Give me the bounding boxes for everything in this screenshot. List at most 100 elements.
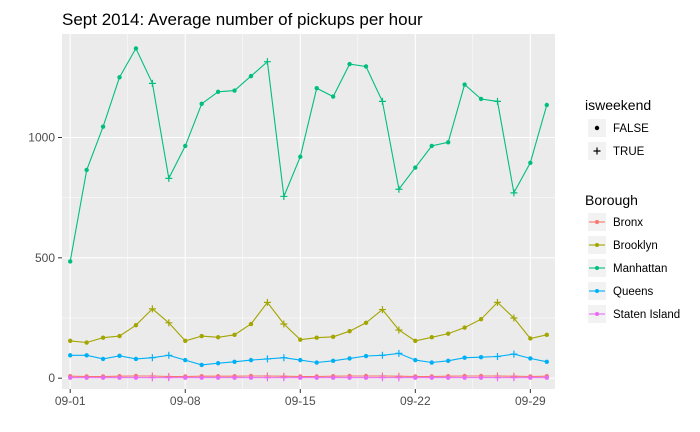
data-point (133, 323, 139, 328)
data-point (263, 58, 271, 66)
data-point (165, 351, 173, 359)
legend: isweekend FALSE TRUE Borough Bronx Brookly… (585, 97, 680, 323)
data-point (413, 375, 418, 380)
data-point (493, 97, 501, 105)
data-point (148, 374, 156, 382)
data-point (314, 360, 319, 365)
data-point (478, 355, 484, 360)
data-point (528, 356, 533, 361)
data-point (100, 335, 106, 340)
data-point (117, 375, 122, 380)
data-point (100, 375, 106, 380)
data-point (215, 335, 221, 340)
y-axis: 0 500 1000 (28, 130, 62, 385)
data-point (395, 185, 403, 193)
data-point (395, 326, 403, 334)
data-point (248, 321, 254, 327)
legend-shape-title: isweekend (585, 97, 651, 113)
x-axis: 09-01 09-08 09-15 09-22 09-29 (55, 389, 546, 408)
data-point (84, 375, 89, 380)
data-point (528, 160, 533, 165)
data-point (314, 85, 319, 91)
data-point (445, 331, 451, 336)
data-point (263, 374, 271, 382)
data-point (378, 306, 386, 314)
data-point (133, 356, 139, 362)
data-point (544, 375, 549, 380)
data-point (363, 320, 369, 326)
data-point (413, 357, 418, 363)
data-point (232, 375, 237, 380)
x-tick-label: 09-01 (55, 394, 86, 408)
data-point (84, 167, 89, 173)
data-point (280, 354, 288, 362)
data-point (478, 375, 484, 380)
plot-panel (62, 34, 555, 389)
data-point (117, 353, 122, 358)
legend-series-label: Queens (613, 286, 654, 298)
data-point (183, 357, 188, 363)
data-point (493, 298, 501, 306)
data-point (429, 375, 434, 380)
data-point (445, 375, 451, 380)
data-point (544, 332, 549, 338)
data-point (232, 359, 237, 365)
legend-dot-icon (595, 289, 599, 293)
data-point (298, 375, 303, 380)
data-point (347, 375, 352, 380)
data-point (510, 314, 518, 322)
legend-dot-icon (595, 243, 599, 247)
series-staten-island (68, 374, 549, 382)
data-point (314, 335, 319, 340)
data-point (378, 97, 386, 105)
data-point (363, 353, 369, 359)
series-manhattan (68, 46, 549, 264)
data-point (183, 338, 188, 344)
data-point (165, 174, 173, 182)
data-point (493, 374, 501, 382)
data-point (462, 325, 467, 330)
data-point (183, 375, 188, 380)
data-point (133, 46, 139, 51)
data-point (248, 73, 254, 79)
legend-dot-icon (594, 125, 600, 131)
data-point (330, 358, 336, 364)
data-point (330, 94, 336, 99)
series-line (70, 301, 547, 344)
data-point (298, 154, 303, 159)
legend-shape-items: FALSE TRUE (588, 119, 649, 160)
legend-series-label: Staten Island (613, 309, 680, 321)
data-point (100, 356, 106, 362)
data-point (68, 375, 73, 380)
data-point (263, 298, 271, 306)
data-point (347, 356, 352, 361)
data-point (413, 338, 418, 344)
data-point (429, 335, 434, 340)
chart-title: Sept 2014: Average number of pickups per… (62, 10, 423, 29)
data-point (395, 374, 403, 382)
data-point (68, 338, 73, 344)
data-point (248, 375, 254, 380)
data-point (199, 362, 204, 368)
data-point (510, 350, 518, 358)
x-tick-label: 09-22 (400, 394, 431, 408)
data-point (445, 358, 451, 364)
y-tick-label: 0 (48, 371, 55, 385)
data-point (117, 333, 122, 339)
data-point (330, 375, 336, 380)
x-tick-label: 09-08 (170, 394, 201, 408)
legend-color-title: Borough (585, 192, 638, 208)
data-point (528, 375, 533, 380)
data-point (148, 354, 156, 362)
data-point (68, 259, 73, 264)
x-tick-label: 09-15 (285, 394, 316, 408)
data-point (199, 333, 204, 339)
data-point (148, 305, 156, 313)
data-point (478, 96, 484, 102)
data-point (100, 124, 106, 129)
data-point (378, 351, 386, 359)
data-point (462, 375, 467, 380)
y-tick-label: 1000 (28, 130, 55, 144)
series-line (70, 375, 547, 378)
